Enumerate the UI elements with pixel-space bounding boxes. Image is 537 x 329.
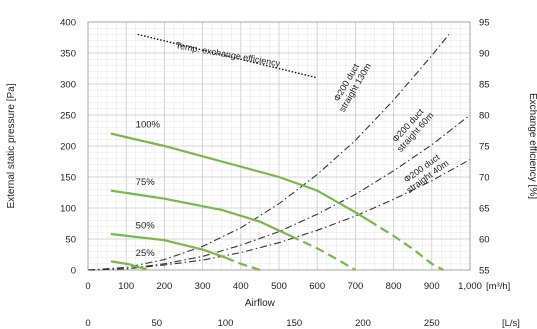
x-tick-label: 400 xyxy=(233,281,249,292)
y-right-tick-label: 60 xyxy=(479,235,490,246)
y-right-tick-label: 55 xyxy=(479,266,490,277)
duct-curve xyxy=(87,159,471,271)
fan-curve-solid xyxy=(110,132,370,222)
y-right-axis-label: Exchange efficiency [%] xyxy=(527,93,537,199)
x2-tick-label: 150 xyxy=(286,318,302,329)
y-right-tick-label: 75 xyxy=(479,142,490,153)
x2-tick-label: 0 xyxy=(85,318,90,329)
x-tick-label: 0 xyxy=(85,281,90,292)
x-tick-label: 200 xyxy=(156,281,172,292)
x-tick-label: 900 xyxy=(424,281,440,292)
y-left-tick-label: 200 xyxy=(60,142,76,153)
x2-tick-label: 200 xyxy=(355,318,371,329)
fan-speed-label: 100% xyxy=(136,120,161,131)
fan-curve-solid xyxy=(110,260,139,268)
y-left-tick-label: 0 xyxy=(71,266,76,277)
duct-40m-label: Φ200 ductstraight 40m xyxy=(399,150,451,195)
fan-curve-dashed xyxy=(290,234,356,271)
duct-130m-label: Φ200 ductstraight 130m xyxy=(328,56,373,113)
fan-curve-dashed xyxy=(225,256,261,272)
y-right-tick-label: 80 xyxy=(479,111,490,122)
y-left-axis-ticks: 0 50 100 150 200 250 300 350 400 xyxy=(60,18,76,277)
y-left-tick-label: 350 xyxy=(60,49,76,60)
fan-curve-solid xyxy=(110,232,226,259)
y-right-tick-label: 95 xyxy=(479,18,490,29)
duct-curve xyxy=(87,34,450,271)
x2-tick-label: 100 xyxy=(218,318,234,329)
y-left-tick-label: 150 xyxy=(60,173,76,184)
fan-speed-label: 25% xyxy=(136,248,156,259)
y-left-tick-label: 250 xyxy=(60,111,76,122)
chart-series xyxy=(87,33,471,272)
y-left-axis-label: External static pressure [Pa] xyxy=(6,83,17,208)
y-right-tick-label: 85 xyxy=(479,80,490,91)
x2-tick-label: 50 xyxy=(151,318,162,329)
fan-speed-label: 50% xyxy=(136,221,156,232)
fan-speed-label: 75% xyxy=(136,177,156,188)
plot-frame xyxy=(87,21,471,271)
y-left-tick-label: 300 xyxy=(60,80,76,91)
fan-curve-solid xyxy=(110,189,291,237)
y-left-tick-label: 50 xyxy=(65,235,76,246)
y-right-tick-label: 65 xyxy=(479,204,490,215)
y-right-axis-ticks: 55 60 65 70 75 80 85 90 95 xyxy=(479,18,490,277)
x-tick-label: 300 xyxy=(195,281,211,292)
chart-grid xyxy=(87,21,471,271)
x-tick-label: 700 xyxy=(347,281,363,292)
x2-axis-unit: [L/s] xyxy=(502,318,520,329)
x-tick-label: 100 xyxy=(118,281,134,292)
fan-curve-dashed xyxy=(137,265,150,272)
y-right-tick-label: 70 xyxy=(479,173,490,184)
x-axis-label: Airflow xyxy=(245,298,276,309)
x-axis-unit: [m³/h] xyxy=(486,281,510,292)
x-tick-label: 1,000 xyxy=(458,281,482,292)
duct-curve xyxy=(87,114,471,271)
y-right-tick-label: 90 xyxy=(479,49,490,60)
x-axis-ticks: 0 100 200 300 400 500 600 700 800 900 1,000 xyxy=(85,281,482,292)
fan-curve-dashed xyxy=(368,219,444,271)
efficiency-label: Temp. exchange efficiency xyxy=(175,40,282,68)
y-left-tick-label: 100 xyxy=(60,204,76,215)
efficiency-curve xyxy=(137,33,318,79)
y-left-tick-label: 400 xyxy=(60,18,76,29)
x2-tick-label: 250 xyxy=(424,318,440,329)
x-tick-label: 500 xyxy=(271,281,287,292)
x-tick-label: 800 xyxy=(386,281,402,292)
x-tick-label: 600 xyxy=(309,281,325,292)
x2-axis-ticks: 0 50 100 150 200 250 xyxy=(85,318,439,329)
